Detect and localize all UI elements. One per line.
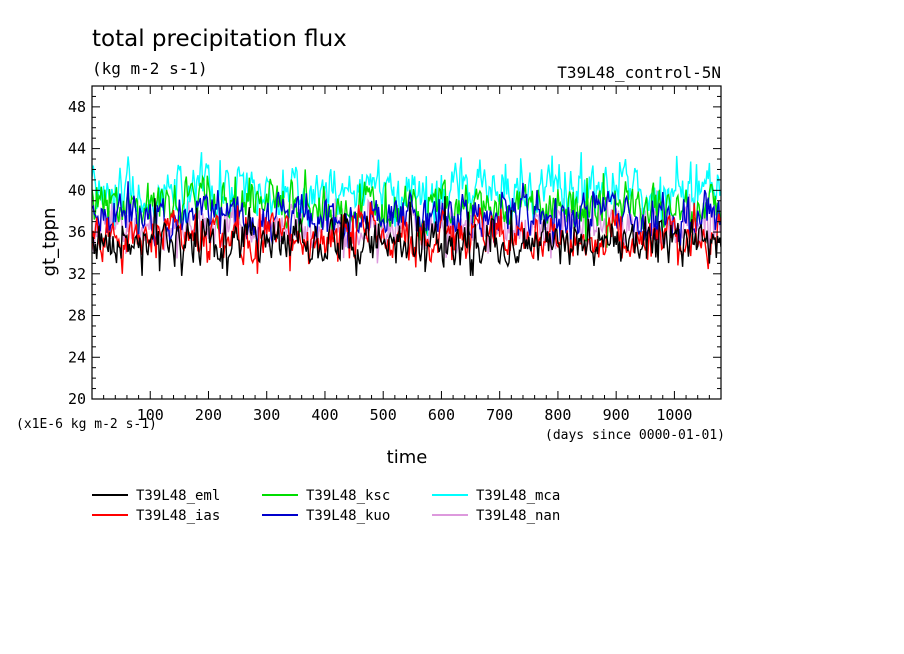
x-tick-label: 500 [370, 406, 397, 424]
series-line-t39l48-kuo [92, 181, 721, 249]
x-tick-label: 900 [603, 406, 630, 424]
y-tick-label: 48 [68, 98, 86, 116]
series-line-t39l48-ias [92, 202, 721, 274]
legend-label: T39L48_mca [476, 488, 560, 504]
series-line-t39l48-eml [92, 196, 721, 276]
y-tick-label: 32 [68, 265, 86, 283]
legend-label: T39L48_kuo [306, 508, 390, 524]
legend: T39L48_eml T39L48_ias T39L48_ksc T39L48_kuo… [92, 488, 560, 524]
chart-title: total precipitation flux [92, 26, 347, 52]
x-tick-label: 800 [544, 406, 571, 424]
series-group [92, 152, 721, 276]
plot-area: 100 200 300 400 500 600 700 800 900 1000 20 24 28 32… [68, 85, 722, 424]
run-label: T39L48_control-5N [557, 63, 721, 82]
x-tick-label: 1000 [656, 406, 692, 424]
x-axis-label: time [387, 447, 428, 468]
y-scale-note: (x1E-6 kg m-2 s-1) [16, 417, 157, 432]
legend-label: T39L48_ias [136, 508, 220, 524]
y-tick-label: 28 [68, 307, 86, 325]
x-tick-label: 300 [253, 406, 280, 424]
legend-label: T39L48_ksc [306, 488, 390, 504]
series-line-t39l48-mca [92, 152, 721, 237]
x-tick-label: 200 [195, 406, 222, 424]
x-tick-label: 600 [428, 406, 455, 424]
y-tick-label: 36 [68, 223, 86, 241]
y-axis-label: gt_tppn [39, 208, 60, 277]
x-tick-label: 100 [137, 406, 164, 424]
legend-label: T39L48_nan [476, 508, 560, 524]
units-label: (kg m-2 s-1) [92, 59, 208, 78]
x-axis: 100 200 300 400 500 600 700 800 900 1000 [103, 86, 710, 424]
legend-label: T39L48_eml [136, 488, 220, 504]
y-axis: 20 24 28 32 36 40 44 48 [68, 95, 721, 408]
y-tick-label: 40 [68, 181, 86, 199]
x-tick-label: 400 [311, 406, 338, 424]
y-tick-label: 44 [68, 140, 86, 158]
x-tick-label: 700 [486, 406, 513, 424]
y-tick-label: 20 [68, 390, 86, 408]
y-tick-label: 24 [68, 348, 86, 366]
x-unit-note: (days since 0000-01-01) [545, 428, 725, 443]
